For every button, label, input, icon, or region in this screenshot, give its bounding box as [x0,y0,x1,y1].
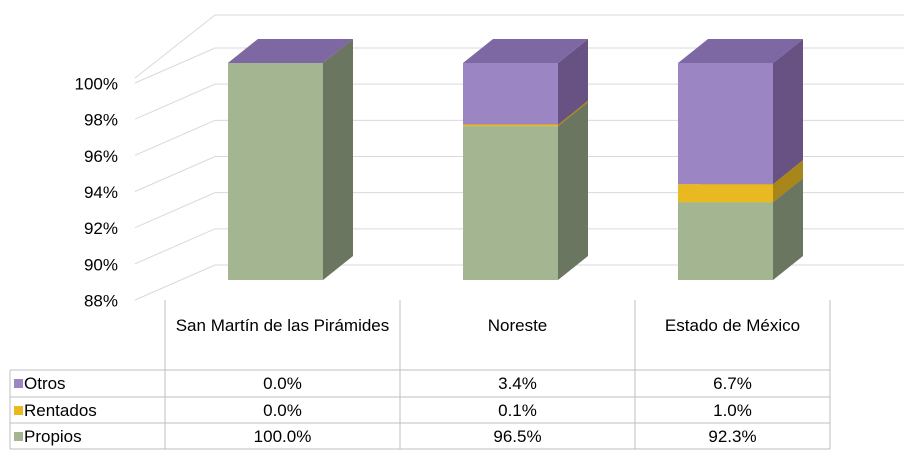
data-label: 3.4% [498,374,537,393]
data-label: 0.0% [263,374,302,393]
data-label: 1.0% [713,401,752,420]
y-tick-label: 88% [84,291,118,310]
data-label: 0.0% [263,401,302,420]
bar-side [323,39,353,280]
bar-side [558,39,588,125]
bar-top [678,39,803,63]
bar-front [228,63,323,280]
y-tick-label: 90% [84,255,118,274]
bar-side [558,100,588,127]
bar-side [558,102,588,281]
bar-side [773,160,803,203]
data-label: 92.3% [708,427,757,446]
data-label: 100.0% [253,427,312,446]
category-label: Noreste [487,316,548,335]
data-label: 0.1% [498,401,537,420]
grid-line [134,47,904,84]
grid-line [134,192,904,229]
legend-swatch [14,406,23,415]
category-label: San Martín de las Pirámides [175,316,390,335]
grid-line [134,119,904,156]
y-tick-label: 94% [84,183,118,202]
bar-front [678,184,773,203]
grid-line [134,228,904,265]
grid-line [134,156,904,192]
legend-swatch [14,432,23,441]
wall-edge [134,14,216,79]
grid-line [134,264,904,301]
y-tick-label: 100% [75,74,118,93]
bar-top [463,39,588,63]
bar-front [678,202,773,280]
bar-side [773,178,803,280]
legend-label: Otros [24,374,66,393]
bar-top [228,39,353,63]
legend-label: Rentados [24,401,97,420]
grid-line [134,83,904,120]
bar-front [463,126,558,281]
bar-front [463,63,558,125]
y-tick-label: 98% [84,111,118,130]
category-label: Estado de México [664,316,801,335]
bar-side [773,39,803,185]
bar-front [678,63,773,185]
legend-label: Propios [24,427,82,446]
y-tick-label: 96% [84,147,118,166]
data-label: 96.5% [493,427,542,446]
data-label: 6.7% [713,374,752,393]
bar-front [463,124,558,127]
y-tick-label: 92% [84,219,118,238]
legend-swatch [14,379,23,388]
